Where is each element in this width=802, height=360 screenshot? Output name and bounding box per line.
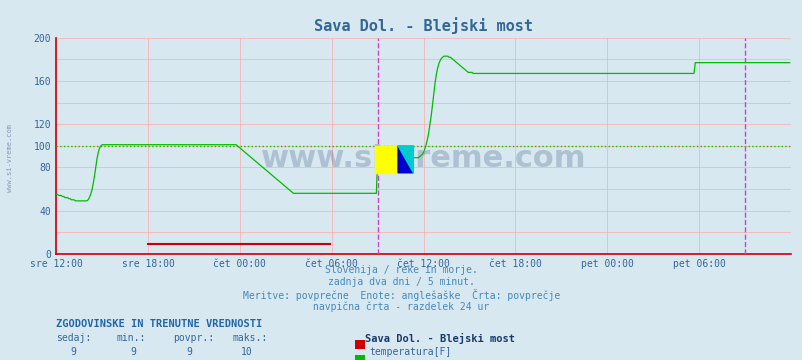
Text: Slovenija / reke in morje.: Slovenija / reke in morje. xyxy=(325,265,477,275)
Text: sedaj:: sedaj: xyxy=(56,333,91,343)
Polygon shape xyxy=(398,146,413,173)
Text: navpična črta - razdelek 24 ur: navpična črta - razdelek 24 ur xyxy=(313,301,489,312)
Text: 9: 9 xyxy=(187,347,192,357)
Text: maks.:: maks.: xyxy=(233,333,268,343)
Text: 9: 9 xyxy=(71,347,76,357)
Text: povpr.:: povpr.: xyxy=(172,333,213,343)
Text: zadnja dva dni / 5 minut.: zadnja dva dni / 5 minut. xyxy=(328,277,474,287)
Text: Sava Dol. - Blejski most: Sava Dol. - Blejski most xyxy=(365,333,515,344)
Text: Meritve: povprečne  Enote: anglešaške  Črta: povprečje: Meritve: povprečne Enote: anglešaške Črt… xyxy=(242,289,560,301)
Text: temperatura[F]: temperatura[F] xyxy=(369,347,451,357)
Title: Sava Dol. - Blejski most: Sava Dol. - Blejski most xyxy=(314,17,533,34)
Text: 10: 10 xyxy=(241,347,253,357)
Text: www.si-vreme.com: www.si-vreme.com xyxy=(261,144,585,173)
Bar xyxy=(375,146,398,173)
Text: www.si-vreme.com: www.si-vreme.com xyxy=(6,125,13,192)
Text: ZGODOVINSKE IN TRENUTNE VREDNOSTI: ZGODOVINSKE IN TRENUTNE VREDNOSTI xyxy=(56,319,262,329)
Text: min.:: min.: xyxy=(116,333,146,343)
Polygon shape xyxy=(398,146,413,173)
Text: 9: 9 xyxy=(131,347,136,357)
